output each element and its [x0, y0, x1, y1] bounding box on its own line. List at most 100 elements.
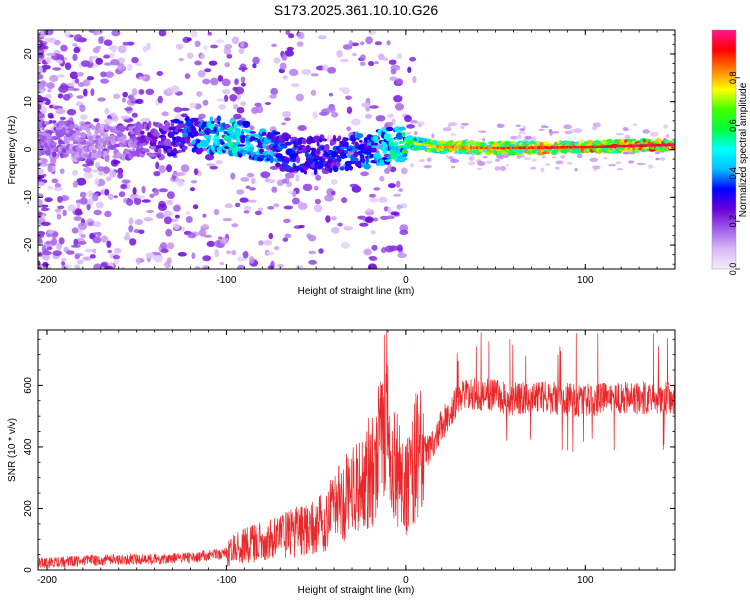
snr-x-axis-label: Height of straight line (km): [298, 585, 415, 596]
heatmap-cell: [337, 222, 343, 227]
heatmap-cell: [229, 94, 238, 102]
heatmap-cell: [223, 94, 229, 102]
heatmap-cell: [615, 161, 622, 165]
heatmap-cell: [297, 202, 308, 210]
heatmap-cell: [284, 49, 294, 57]
heatmap-cell: [450, 133, 456, 136]
heatmap-cell: [110, 112, 117, 118]
heatmap-cell: [141, 199, 151, 203]
heatmap-cell: [202, 213, 207, 218]
heatmap-cell: [111, 45, 117, 53]
heatmap-cell: [197, 70, 206, 78]
heatmap-cell: [202, 99, 209, 106]
heatmap-cell: [76, 95, 84, 99]
heatmap-cell: [72, 169, 78, 176]
heatmap-cell: [236, 93, 241, 100]
heatmap-cell: [178, 57, 184, 62]
heatmap-cell: [93, 263, 102, 269]
heatmap-cell: [53, 39, 61, 46]
heatmap-cell: [145, 88, 155, 96]
heatmap-cell: [206, 163, 216, 167]
heatmap-cell: [53, 186, 63, 191]
heatmap-cell: [222, 88, 231, 95]
heatmap-cell: [423, 165, 432, 169]
heatmap-cell: [161, 111, 169, 117]
heatmap-cell: [303, 170, 308, 175]
heatmap-cell: [73, 34, 83, 42]
heatmap-cell: [285, 30, 291, 36]
heatmap-cell: [84, 248, 93, 253]
heatmap-cell: [327, 66, 337, 74]
heatmap-cell: [540, 167, 545, 173]
heatmap-cell: [191, 252, 196, 260]
heatmap-cell: [494, 158, 501, 162]
heatmap-cell: [103, 140, 107, 149]
heatmap-cell: [38, 32, 44, 38]
heatmap-cell: [226, 141, 234, 148]
heatmap-cell: [386, 126, 394, 132]
heatmap-cell: [314, 185, 319, 191]
heatmap-cell: [398, 126, 406, 131]
heatmap-cell: [264, 177, 270, 183]
heatmap-cell: [332, 134, 337, 142]
heatmap-cell: [262, 143, 266, 147]
heatmap-cell: [49, 74, 59, 83]
heatmap-cell: [66, 250, 75, 255]
heatmap-cell: [237, 144, 246, 147]
heatmap-cell: [355, 158, 359, 161]
heatmap-cell: [624, 134, 631, 140]
heatmap-cell: [128, 149, 132, 152]
heatmap-cell: [398, 188, 404, 192]
heatmap-cell: [606, 142, 610, 146]
heatmap-cell: [551, 131, 560, 134]
heatmap-cell: [269, 94, 277, 99]
heatmap-cell: [135, 195, 146, 199]
heatmap-cell: [76, 259, 84, 265]
heatmap-cell: [351, 118, 361, 126]
heatmap-cell: [120, 115, 130, 120]
heatmap-cell: [155, 161, 160, 170]
heatmap-cell: [87, 190, 93, 198]
heatmap-cell: [335, 161, 341, 168]
heatmap-cell: [615, 132, 625, 136]
heatmap-cell: [236, 189, 245, 195]
heatmap-cell: [187, 37, 192, 42]
heatmap-cell: [47, 88, 52, 93]
heatmap-x-ticks: -200 -100 0 100: [37, 30, 676, 286]
heatmap-cell: [401, 131, 406, 138]
heatmap-cell: [164, 261, 171, 269]
heatmap-cell: [38, 157, 42, 164]
heatmap-cell: [108, 52, 115, 59]
y-tick-label: 0: [23, 567, 34, 573]
heatmap-cell: [560, 155, 566, 159]
heatmap-cell: [128, 94, 135, 101]
heatmap-cell: [52, 136, 61, 140]
heatmap-cell: [371, 244, 378, 251]
heatmap-cell: [238, 47, 245, 55]
heatmap-cell: [103, 118, 113, 125]
heatmap-cell: [249, 131, 256, 134]
heatmap-cell: [135, 62, 143, 67]
heatmap-cell: [412, 76, 417, 84]
heatmap-cell: [95, 201, 104, 209]
heatmap-cell: [283, 218, 291, 224]
heatmap-cell: [252, 56, 260, 65]
heatmap-cell: [57, 205, 65, 210]
heatmap-cell: [283, 205, 293, 210]
heatmap-cell: [598, 150, 603, 153]
heatmap-cell: [258, 207, 264, 211]
heatmap-cell: [326, 106, 336, 113]
y-tick-label: 0: [23, 146, 34, 152]
heatmap-cell: [357, 165, 362, 169]
heatmap-cell: [364, 216, 374, 224]
heatmap-cell: [43, 30, 54, 36]
heatmap-cell: [138, 229, 145, 235]
heatmap-cell: [92, 169, 99, 173]
heatmap-cell: [316, 141, 320, 147]
heatmap-cell: [318, 137, 323, 143]
heatmap-cell: [331, 216, 337, 221]
heatmap-cell: [247, 199, 257, 203]
heatmap-cell: [386, 40, 391, 46]
heatmap-cell: [43, 266, 52, 269]
